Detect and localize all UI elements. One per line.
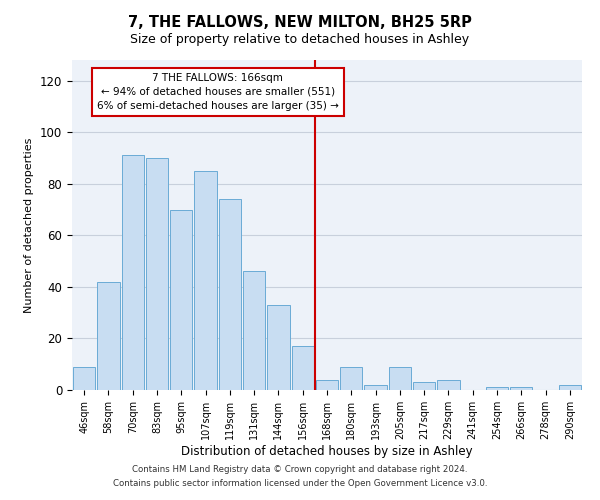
Text: 7 THE FALLOWS: 166sqm
← 94% of detached houses are smaller (551)
6% of semi-deta: 7 THE FALLOWS: 166sqm ← 94% of detached … (97, 73, 338, 111)
Bar (413, 382, 436, 390)
Bar (389, 367, 411, 390)
Y-axis label: Number of detached properties: Number of detached properties (25, 138, 34, 312)
Bar (316, 380, 338, 390)
Bar (486, 388, 508, 390)
Bar (559, 385, 581, 390)
Bar (122, 156, 144, 390)
Bar (292, 346, 314, 390)
Text: Contains HM Land Registry data © Crown copyright and database right 2024.
Contai: Contains HM Land Registry data © Crown c… (113, 466, 487, 487)
Bar (97, 282, 119, 390)
Bar (146, 158, 168, 390)
Text: 7, THE FALLOWS, NEW MILTON, BH25 5RP: 7, THE FALLOWS, NEW MILTON, BH25 5RP (128, 15, 472, 30)
Bar (437, 380, 460, 390)
Bar (340, 367, 362, 390)
X-axis label: Distribution of detached houses by size in Ashley: Distribution of detached houses by size … (181, 444, 473, 458)
Bar (510, 388, 532, 390)
Bar (73, 367, 95, 390)
Bar (364, 385, 387, 390)
Bar (267, 305, 290, 390)
Bar (194, 171, 217, 390)
Bar (243, 272, 265, 390)
Text: Size of property relative to detached houses in Ashley: Size of property relative to detached ho… (130, 32, 470, 46)
Bar (218, 199, 241, 390)
Bar (170, 210, 193, 390)
